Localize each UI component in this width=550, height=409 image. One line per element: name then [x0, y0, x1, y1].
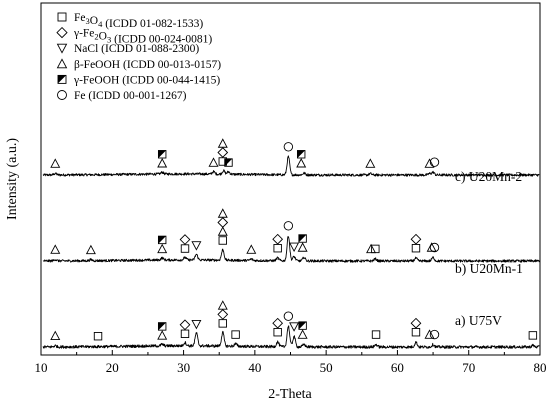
series-label: b) U20Mn-1: [455, 261, 523, 276]
peak-marker-square: [218, 319, 227, 328]
peak-marker-square: [218, 236, 227, 245]
legend-entry: γ-FeOOH (ICDD 00-044-1415): [73, 74, 220, 86]
peak-marker-triangle-up: [246, 244, 257, 254]
peak-marker-diamond: [179, 319, 191, 331]
peak-marker-triangle-up: [217, 226, 228, 236]
peak-marker-triangle-up: [50, 330, 61, 340]
peak-marker-diamond: [410, 317, 422, 329]
peak-marker-half-filled-square: [157, 322, 167, 331]
peak-marker-diamond: [272, 317, 284, 329]
peak-marker-square: [273, 243, 282, 253]
x-tick-label: 40: [248, 360, 261, 375]
peak-marker-half-filled-square: [298, 234, 307, 243]
x-axis-title: 2-Theta: [268, 387, 312, 402]
peak-marker-square: [528, 331, 538, 340]
series-label: a) U75V: [455, 313, 502, 328]
peak-marker-diamond: [217, 217, 229, 228]
peak-marker-square: [273, 328, 282, 337]
peak-marker-square: [93, 332, 103, 341]
peak-marker-triangle-up: [217, 138, 228, 148]
legend-marker-diamond: [56, 26, 68, 39]
peak-marker-circle: [429, 157, 440, 167]
peak-marker-diamond: [179, 234, 191, 245]
peak-marker-diamond: [217, 309, 229, 320]
peak-marker-triangle-up: [296, 158, 307, 168]
peak-marker-triangle-up: [424, 329, 435, 339]
legend-marker-triangle-up: [56, 58, 68, 69]
peak-marker-diamond: [410, 233, 422, 245]
peak-marker-triangle-up: [208, 157, 219, 167]
peak-marker-square: [371, 330, 381, 339]
peak-marker-triangle-up: [217, 208, 228, 218]
peak-marker-half-filled-square: [296, 150, 306, 159]
x-tick-label: 30: [177, 360, 190, 375]
x-tick-label: 10: [35, 360, 48, 375]
peak-marker-circle: [283, 142, 294, 152]
series-layer: c) U20Mn-2 b) U20Mn-1 a) U75V: [42, 138, 540, 349]
series-2: a) U75V: [42, 300, 540, 349]
x-tick-label: 70: [462, 360, 475, 375]
peak-marker-triangle-up: [217, 300, 228, 310]
peak-marker-half-filled-square: [157, 235, 167, 245]
peak-marker-triangle-up: [424, 158, 435, 168]
peak-marker-triangle-up: [157, 243, 168, 254]
series-line: [42, 155, 540, 177]
legend-entry: Fe3O4 (ICDD 01-082-1533): [74, 12, 203, 30]
x-tick-label: 80: [534, 360, 547, 375]
peak-marker-square: [180, 244, 190, 253]
legend: Fe3O4 (ICDD 01-082-1533)γ-Fe2O3 (ICDD 00…: [56, 12, 221, 102]
legend-entry: Fe (ICDD 00-001-1267): [74, 90, 187, 102]
peak-marker-triangle-up: [157, 330, 168, 340]
peak-marker-triangle-up: [157, 158, 168, 168]
legend-marker-square: [57, 12, 67, 22]
peak-marker-circle: [283, 311, 294, 321]
peak-marker-diamond: [217, 147, 229, 158]
peak-marker-square: [411, 243, 421, 253]
legend-marker-half-filled-square: [57, 74, 67, 84]
peak-marker-triangle-up: [50, 244, 61, 254]
legend-entry: γ-Fe2O3 (ICDD 00-024-0081): [73, 28, 212, 46]
peak-marker-circle: [429, 242, 440, 253]
legend-entry: β-FeOOH (ICDD 00-013-0157): [74, 59, 221, 71]
peak-marker-triangle-up: [297, 329, 308, 339]
series-line: [42, 236, 540, 263]
peak-marker-circle: [283, 221, 294, 231]
series-label: c) U20Mn-2: [455, 169, 522, 184]
legend-marker-circle: [57, 90, 67, 100]
peak-marker-triangle-down: [191, 320, 202, 330]
peak-marker-half-filled-square: [157, 150, 167, 159]
x-tick-label: 20: [106, 360, 119, 375]
peak-marker-triangle-up: [85, 244, 96, 255]
peak-marker-square: [411, 328, 421, 337]
x-tick-label: 50: [320, 360, 333, 375]
peak-marker-circle: [429, 329, 440, 340]
x-tick-label: 60: [391, 360, 404, 375]
x-axis: 10 20 30 40 50 60 70 80: [35, 350, 547, 375]
peak-marker-square: [371, 244, 380, 254]
peak-marker-triangle-down: [191, 241, 202, 251]
peak-marker-triangle-up: [50, 158, 61, 168]
peak-marker-triangle-down: [289, 322, 300, 332]
peak-marker-diamond: [272, 233, 284, 245]
peak-marker-square: [180, 329, 190, 338]
peak-marker-triangle-up: [366, 243, 377, 254]
series-1: b) U20Mn-1: [42, 208, 540, 276]
series-line: [42, 325, 540, 349]
legend-marker-triangle-down: [56, 43, 68, 54]
peak-marker-half-filled-square: [224, 158, 233, 167]
peak-marker-triangle-down: [289, 242, 300, 253]
legend-entry: NaCl (ICDD 01-088-2300): [74, 43, 199, 55]
peak-marker-half-filled-square: [298, 321, 307, 330]
peak-marker-square: [231, 330, 240, 339]
peak-marker-triangle-up: [297, 242, 308, 252]
peak-marker-triangle-up: [426, 242, 437, 252]
series-0: c) U20Mn-2: [42, 138, 540, 184]
peak-marker-triangle-up: [365, 158, 376, 168]
y-axis-title: Intensity (a.u.): [5, 138, 20, 220]
